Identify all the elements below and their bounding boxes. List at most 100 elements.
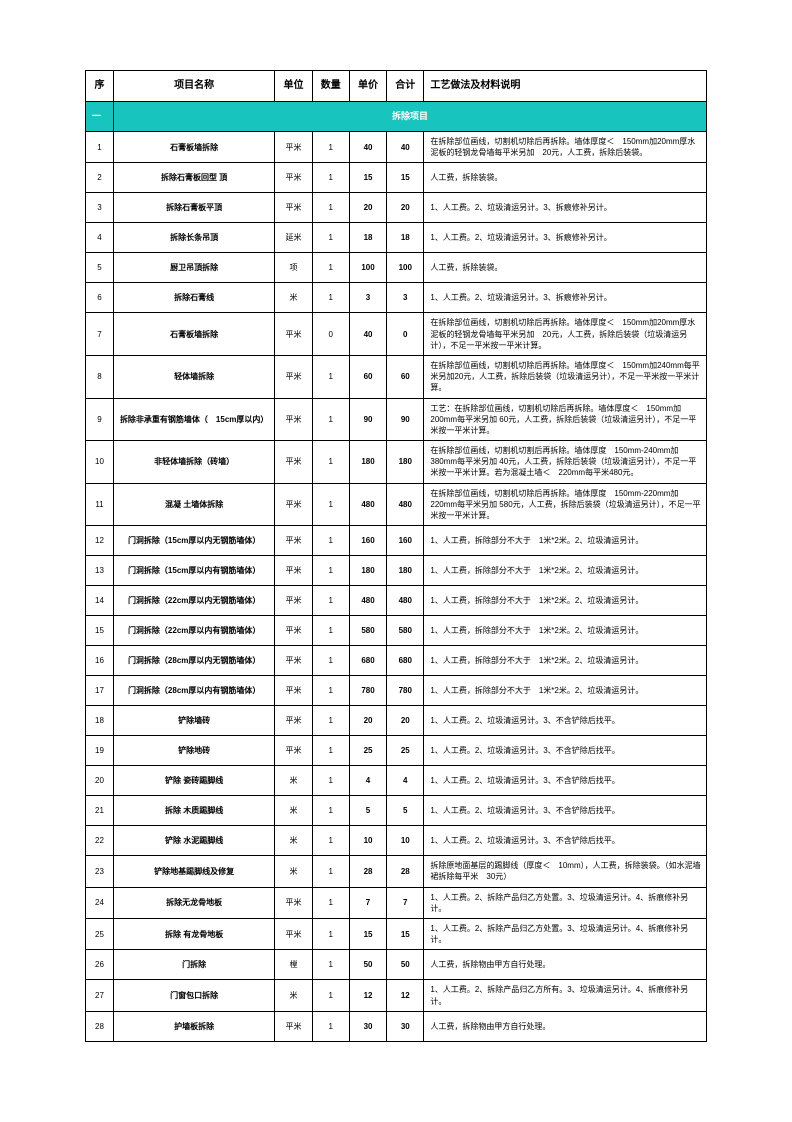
cell-price: 3	[349, 283, 386, 313]
cell-seq: 8	[86, 355, 114, 398]
cell-seq: 26	[86, 950, 114, 980]
cell-qty: 1	[312, 616, 349, 646]
cell-seq: 13	[86, 556, 114, 586]
cell-name: 门洞拆除（22cm厚以内有钢筋墙体）	[113, 616, 274, 646]
cell-price: 15	[349, 918, 386, 949]
cell-unit: 平米	[275, 556, 312, 586]
cell-qty: 1	[312, 253, 349, 283]
cell-name: 门洞拆除（22cm厚以内无钢筋墙体）	[113, 586, 274, 616]
cell-seq: 5	[86, 253, 114, 283]
cell-desc: 1、人工费。2、拆除产品归乙方处置。3、垃圾清运另计。4、拆痕修补另计。	[424, 918, 707, 949]
cell-desc: 人工费，拆除装袋。	[424, 253, 707, 283]
cell-total: 180	[387, 441, 424, 484]
table-row: 28护墙板拆除平米13030人工费，拆除物由甲方自行处理。	[86, 1011, 707, 1041]
cell-desc: 1、人工费，拆除部分不大于 1米*2米。2、垃圾清运另计。	[424, 586, 707, 616]
cell-total: 25	[387, 736, 424, 766]
cell-seq: 19	[86, 736, 114, 766]
cell-seq: 28	[86, 1011, 114, 1041]
cell-qty: 1	[312, 132, 349, 163]
cell-seq: 10	[86, 441, 114, 484]
cell-seq: 9	[86, 398, 114, 441]
table-row: 5厨卫吊頂拆除项1100100人工费，拆除装袋。	[86, 253, 707, 283]
cell-desc: 1、人工费。2、拆除产品归乙方所有。3、垃圾清运另计。4、拆痕修补另计。	[424, 980, 707, 1011]
cell-desc: 在拆除部位画线，切割机切除后再拆除。墙体厚度 150mm-220mm加 220m…	[424, 483, 707, 526]
cell-seq: 21	[86, 796, 114, 826]
cell-desc: 工艺：在拆除部位画线，切割机切除后再拆除。墙体厚度＜ 150mm加200mm每平…	[424, 398, 707, 441]
table-row: 24拆除无龙骨地板平米1771、人工费。2、拆除产品归乙方处置。3、垃圾清运另计…	[86, 887, 707, 918]
cell-name: 铲除地基踢脚线及修复	[113, 856, 274, 887]
cell-seq: 15	[86, 616, 114, 646]
cell-unit: 平米	[275, 887, 312, 918]
cell-desc: 1、人工费，拆除部分不大于 1米*2米。2、垃圾清运另计。	[424, 556, 707, 586]
cell-total: 0	[387, 313, 424, 356]
cell-seq: 17	[86, 676, 114, 706]
table-row: 1石膏板墙拆除平米14040在拆除部位画线，切割机切除后再拆除。墙体厚度＜ 15…	[86, 132, 707, 163]
cell-total: 480	[387, 483, 424, 526]
cell-unit: 平米	[275, 398, 312, 441]
th-desc: 工艺做法及材料说明	[424, 71, 707, 102]
cell-desc: 1、人工费。2、垃圾清运另计。3、拆痕修补另计。	[424, 193, 707, 223]
cell-price: 10	[349, 826, 386, 856]
cell-total: 20	[387, 706, 424, 736]
cell-name: 拆除非承重有钢筋墙体（ 15cm厚以内）	[113, 398, 274, 441]
cell-seq: 16	[86, 646, 114, 676]
cell-unit: 米	[275, 283, 312, 313]
cell-seq: 24	[86, 887, 114, 918]
cell-qty: 1	[312, 1011, 349, 1041]
table-row: 4拆除长条吊頂延米118181、人工费。2、垃圾清运另计。3、拆痕修补另计。	[86, 223, 707, 253]
section-seq: 一	[86, 102, 114, 132]
cell-price: 12	[349, 980, 386, 1011]
cell-seq: 7	[86, 313, 114, 356]
cell-total: 480	[387, 586, 424, 616]
cell-price: 18	[349, 223, 386, 253]
cell-price: 480	[349, 483, 386, 526]
cell-seq: 14	[86, 586, 114, 616]
cell-name: 门洞拆除（15cm厚以内有钢筋墙体）	[113, 556, 274, 586]
table-row: 15门洞拆除（22cm厚以内有钢筋墙体）平米15805801、人工费，拆除部分不…	[86, 616, 707, 646]
cell-seq: 25	[86, 918, 114, 949]
cell-seq: 2	[86, 163, 114, 193]
cell-qty: 1	[312, 355, 349, 398]
cell-desc: 在拆除部位画线，切割机切除后再拆除。墙体厚度＜ 150mm加20mm厚水泥板的轻…	[424, 313, 707, 356]
cell-desc: 1、人工费。2、垃圾清运另计。3、不含铲除后找平。	[424, 826, 707, 856]
table-row: 11混凝 土墙体拆除平米1480480在拆除部位画线，切割机切除后再拆除。墙体厚…	[86, 483, 707, 526]
cell-qty: 1	[312, 398, 349, 441]
table-row: 27门窗包口拆除米112121、人工费。2、拆除产品归乙方所有。3、垃圾清运另计…	[86, 980, 707, 1011]
cell-desc: 人工费，拆除装袋。	[424, 163, 707, 193]
cell-unit: 平米	[275, 483, 312, 526]
cell-price: 15	[349, 163, 386, 193]
cell-qty: 1	[312, 483, 349, 526]
cell-qty: 1	[312, 887, 349, 918]
cell-unit: 平米	[275, 918, 312, 949]
cell-seq: 22	[86, 826, 114, 856]
cell-total: 4	[387, 766, 424, 796]
cell-total: 680	[387, 646, 424, 676]
cell-total: 3	[387, 283, 424, 313]
cell-price: 480	[349, 586, 386, 616]
cell-name: 门拆除	[113, 950, 274, 980]
cell-price: 680	[349, 646, 386, 676]
cell-desc: 在拆除部位画线，切割机切除后再拆除。墙体厚度＜ 150mm加20mm厚水泥板的轻…	[424, 132, 707, 163]
cell-qty: 1	[312, 646, 349, 676]
cell-total: 18	[387, 223, 424, 253]
table-row: 17门洞拆除（28cm厚以内有钢筋墙体）平米17807801、人工费，拆除部分不…	[86, 676, 707, 706]
cell-total: 20	[387, 193, 424, 223]
cell-qty: 1	[312, 526, 349, 556]
cell-unit: 项	[275, 253, 312, 283]
cell-name: 铲除 瓷砖踢脚线	[113, 766, 274, 796]
table-row: 23铲除地基踢脚线及修复米12828拆除原地面基层的踢脚线（厚度＜ 10mm），…	[86, 856, 707, 887]
cell-total: 15	[387, 163, 424, 193]
cell-price: 20	[349, 193, 386, 223]
cell-total: 780	[387, 676, 424, 706]
cell-name: 拆除 木质踢脚线	[113, 796, 274, 826]
cell-qty: 1	[312, 826, 349, 856]
th-total: 合计	[387, 71, 424, 102]
cell-seq: 20	[86, 766, 114, 796]
cell-desc: 1、人工费。2、垃圾清运另计。3、不含铲除后找平。	[424, 766, 707, 796]
cell-name: 拆除长条吊頂	[113, 223, 274, 253]
th-qty: 数量	[312, 71, 349, 102]
cell-price: 580	[349, 616, 386, 646]
cell-desc: 1、人工费。2、垃圾清运另计。3、拆痕修补另计。	[424, 283, 707, 313]
cell-name: 拆除石膏线	[113, 283, 274, 313]
table-row: 12门洞拆除（15cm厚以内无钢筋墙体）平米11601601、人工费，拆除部分不…	[86, 526, 707, 556]
